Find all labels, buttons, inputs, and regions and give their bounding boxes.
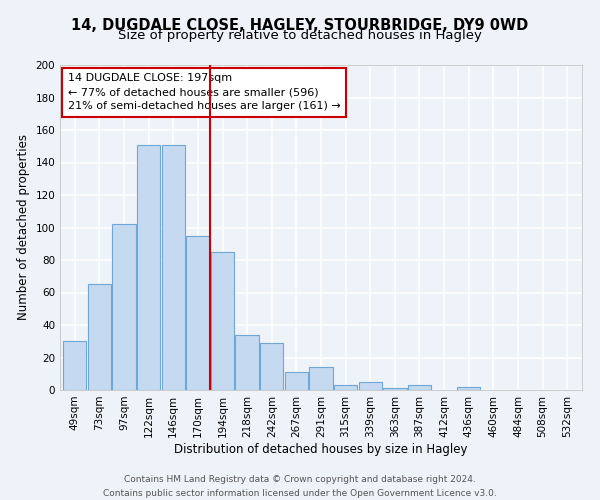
Bar: [186, 236, 209, 390]
X-axis label: Distribution of detached houses by size in Hagley: Distribution of detached houses by size …: [174, 442, 468, 456]
Bar: [408, 385, 431, 390]
Bar: [88, 284, 111, 390]
Bar: [310, 367, 332, 390]
Bar: [63, 341, 86, 390]
Bar: [383, 388, 407, 390]
Text: Size of property relative to detached houses in Hagley: Size of property relative to detached ho…: [118, 29, 482, 42]
Text: Contains HM Land Registry data © Crown copyright and database right 2024.
Contai: Contains HM Land Registry data © Crown c…: [103, 476, 497, 498]
Bar: [334, 385, 358, 390]
Bar: [235, 335, 259, 390]
Bar: [260, 343, 283, 390]
Bar: [359, 382, 382, 390]
Bar: [137, 144, 160, 390]
Bar: [284, 372, 308, 390]
Text: 14 DUGDALE CLOSE: 197sqm
← 77% of detached houses are smaller (596)
21% of semi-: 14 DUGDALE CLOSE: 197sqm ← 77% of detach…: [68, 73, 341, 111]
Bar: [112, 224, 136, 390]
Y-axis label: Number of detached properties: Number of detached properties: [17, 134, 30, 320]
Bar: [161, 144, 185, 390]
Bar: [457, 387, 481, 390]
Text: 14, DUGDALE CLOSE, HAGLEY, STOURBRIDGE, DY9 0WD: 14, DUGDALE CLOSE, HAGLEY, STOURBRIDGE, …: [71, 18, 529, 32]
Bar: [211, 252, 234, 390]
